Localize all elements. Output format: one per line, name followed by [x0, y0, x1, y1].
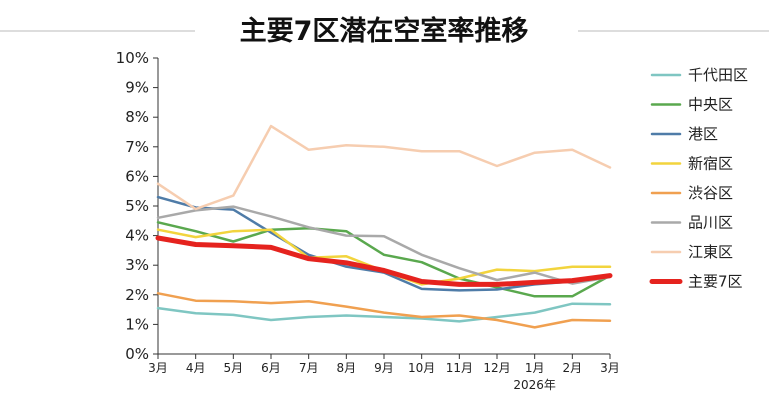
x-tick-label: 9月 [374, 361, 394, 375]
x-tick-label: 3月 [600, 361, 620, 375]
x-tick-label: 6月 [261, 361, 281, 375]
legend-label: 千代田区 [688, 66, 748, 84]
y-tick-label: 0% [125, 345, 149, 363]
legend-label: 渋谷区 [688, 184, 733, 202]
legend-label: 中央区 [688, 96, 733, 114]
y-tick-label: 2% [125, 286, 149, 304]
y-tick-label: 9% [125, 79, 149, 97]
chart-title: 主要7区潜在空室率推移 [240, 15, 529, 47]
legend-label: 新宿区 [688, 155, 733, 173]
series-line-6 [156, 124, 612, 211]
legend-label: 品川区 [688, 214, 733, 232]
series-line-3 [156, 228, 612, 286]
y-tick-label: 3% [125, 256, 149, 274]
axes: 0% 1% 2% 3% 4% 5% 6% 7% 8% 9% 10% 3月 4月 5月 6月 7月 8月 9月 10月… [116, 49, 620, 392]
series-line-7 [155, 235, 613, 287]
series-lines [155, 124, 613, 329]
y-tick-label: 10% [116, 49, 149, 67]
x-tick-label: 2月 [563, 361, 583, 375]
x-tick-label: 4月 [186, 361, 206, 375]
legend-label: 港区 [688, 125, 718, 143]
series-line-1 [156, 221, 612, 298]
y-tick-label: 7% [125, 138, 149, 156]
x-tick-label: 3月 [148, 361, 168, 375]
y-tick-label: 4% [125, 227, 149, 245]
series-line-0 [156, 302, 612, 323]
y-tick-label: 8% [125, 108, 149, 126]
legend-label: 主要7区 [688, 273, 743, 291]
y-tick-label: 5% [125, 197, 149, 215]
y-tick-label: 1% [125, 315, 149, 333]
y-tick-label: 6% [125, 167, 149, 185]
series-line-4 [156, 292, 612, 329]
x-tick-label: 5月 [224, 361, 244, 375]
x-tick-label: 8月 [337, 361, 357, 375]
x-tick-label: 10月 [408, 361, 435, 375]
x-tick-label: 7月 [299, 361, 319, 375]
series-line-5 [156, 205, 612, 285]
year-label: 2026年 [513, 378, 556, 392]
x-tick-label: 11月 [446, 361, 473, 375]
legend-label: 江東区 [688, 243, 733, 261]
x-tick-label: 12月 [483, 361, 510, 375]
x-tick-label: 1月 [525, 361, 545, 375]
